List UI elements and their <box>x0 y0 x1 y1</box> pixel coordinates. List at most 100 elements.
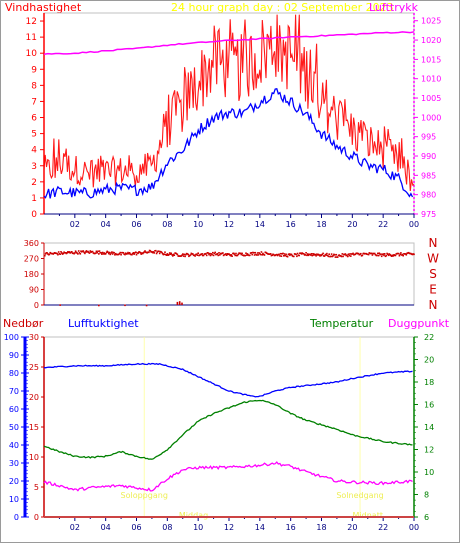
humidity-y-tick-label: 60 <box>9 405 19 414</box>
wind-x-tick-label: 06 <box>131 220 141 229</box>
direction-point <box>205 252 207 255</box>
direction-point <box>342 255 344 258</box>
direction-point <box>233 253 236 255</box>
direction-point <box>349 253 351 255</box>
wind-x-tick-label: 02 <box>70 220 80 229</box>
direction-point <box>66 252 68 254</box>
direction-point <box>304 254 307 256</box>
humidity-y-tick-label: 10 <box>9 495 19 504</box>
direction-point <box>62 252 65 255</box>
direction-point <box>173 254 176 256</box>
direction-point <box>213 252 216 255</box>
direction-point <box>61 252 63 254</box>
direction-point <box>246 253 249 255</box>
direction-point <box>91 250 94 253</box>
direction-point <box>361 254 364 257</box>
direction-point <box>79 253 82 255</box>
direction-point <box>253 254 256 256</box>
direction-point <box>216 252 219 255</box>
dewpoint-line <box>43 461 413 492</box>
temperature-y-tick-label: 6 <box>424 513 429 522</box>
direction-point <box>78 252 81 254</box>
direction-point <box>321 253 324 256</box>
direction-point <box>214 251 216 254</box>
direction-point <box>209 252 211 255</box>
direction-point <box>231 255 233 257</box>
direction-point <box>306 253 309 255</box>
wind-y-tick-label: 11 <box>26 33 37 43</box>
rain-y-tick-label: 0 <box>34 513 39 522</box>
direction-point <box>71 251 73 253</box>
direction-point <box>138 251 141 253</box>
direction-point <box>94 252 96 255</box>
direction-point <box>131 252 134 255</box>
direction-point <box>74 250 77 252</box>
direction-point <box>149 250 152 252</box>
direction-point <box>176 253 179 256</box>
direction-point <box>397 252 400 255</box>
direction-point <box>269 253 272 255</box>
humidity-y-tick-label: 90 <box>9 351 19 360</box>
humidity-x-tick-label: 08 <box>162 523 172 532</box>
direction-point <box>245 252 247 254</box>
direction-point <box>102 253 105 255</box>
direction-point <box>124 253 126 256</box>
direction-point <box>298 254 300 257</box>
direction-point <box>48 253 51 256</box>
direction-point <box>334 256 337 258</box>
wind-y-tick-label: 10 <box>26 49 38 59</box>
direction-point <box>100 252 102 254</box>
direction-point <box>172 255 174 257</box>
direction-point <box>185 253 187 256</box>
humidity-y-tick-label: 80 <box>9 369 19 378</box>
direction-point <box>170 252 172 255</box>
direction-point <box>119 251 122 254</box>
direction-point <box>59 253 61 255</box>
direction-point <box>135 253 138 256</box>
wind-x-tick-label: 10 <box>193 220 203 229</box>
direction-point <box>240 253 243 256</box>
direction-point <box>263 254 266 256</box>
humidity-y-tick-label: 20 <box>9 477 19 486</box>
direction-point <box>135 251 137 253</box>
direction-point <box>333 254 336 256</box>
direction-point <box>315 255 317 257</box>
direction-point <box>225 254 228 256</box>
direction-point <box>235 252 237 255</box>
humidity-x-tick-label: 02 <box>70 523 80 532</box>
direction-point <box>194 255 196 257</box>
solar-marker-label: Middag <box>179 511 208 520</box>
direction-point <box>256 254 258 256</box>
direction-low-point <box>98 304 100 307</box>
solar-marker-label: Solnedgang <box>336 491 383 500</box>
direction-point <box>228 253 230 255</box>
direction-point <box>211 253 213 256</box>
direction-point <box>367 253 370 256</box>
direction-point <box>295 253 297 256</box>
direction-point <box>402 254 404 257</box>
direction-point <box>382 253 384 255</box>
direction-compass-label: N <box>429 236 438 250</box>
humidity-line <box>43 362 413 398</box>
wind-x-tick-label: 12 <box>224 220 234 229</box>
direction-point <box>113 252 115 254</box>
wind-y-tick-label: 2 <box>31 178 37 188</box>
direction-point <box>369 252 371 255</box>
direction-point <box>256 252 259 254</box>
direction-point <box>201 253 203 255</box>
direction-point <box>122 252 125 254</box>
direction-point <box>182 253 184 255</box>
direction-point <box>164 251 166 253</box>
direction-point <box>127 251 129 254</box>
direction-point <box>83 251 85 254</box>
direction-point <box>101 253 103 255</box>
direction-point <box>189 254 192 256</box>
direction-point <box>327 255 330 258</box>
direction-low-point <box>176 301 179 305</box>
direction-point <box>250 252 253 254</box>
wind-y-tick-label: 6 <box>31 114 37 124</box>
direction-point <box>310 253 313 255</box>
direction-compass-label: E <box>429 283 437 297</box>
direction-point <box>114 254 116 256</box>
direction-point <box>373 252 376 255</box>
